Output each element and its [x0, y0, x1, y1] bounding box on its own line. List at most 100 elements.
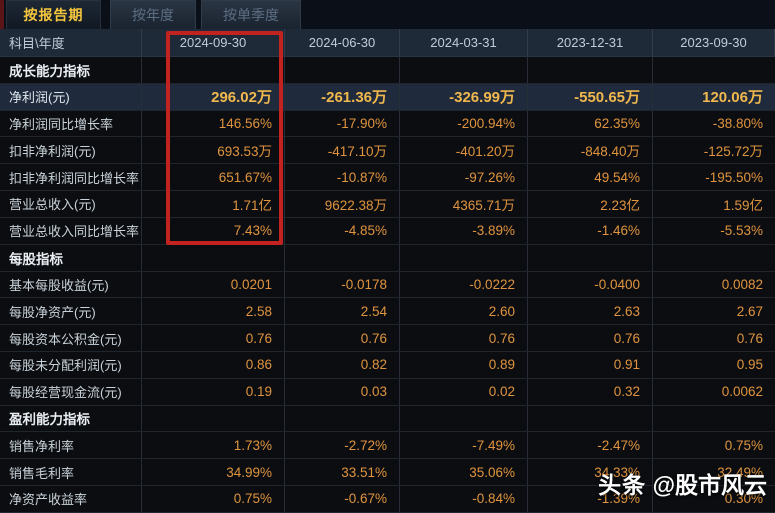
table-cell: 0.76	[736, 330, 763, 346]
section-row-per-share: 每股指标	[0, 244, 775, 272]
table-cell: 34.33%	[528, 459, 653, 485]
table-cell: 296.02万	[142, 83, 285, 110]
table-row-operating-cashflow-per-share: 每股经营现金流(元) 0.19 0.03 0.02 0.32 0.0062	[0, 378, 775, 406]
section-row-growth: 成长能力指标	[0, 57, 775, 84]
table-cell: 0.75%	[142, 486, 285, 512]
table-cell: 0.30%	[724, 491, 763, 507]
table-row-basic-eps: 基本每股收益(元) 0.0201 -0.0178 -0.0222 -0.0400…	[0, 271, 775, 299]
table-row-gross-margin: 销售毛利率 34.99% 33.51% 35.06% 34.33% 32.49%	[0, 459, 775, 486]
table-cell: 2.23亿	[528, 191, 653, 217]
left-edge-accent	[0, 0, 4, 29]
table-cell: 2.54	[285, 298, 400, 325]
table-cell: 0.19	[142, 378, 285, 405]
row-label: 每股经营现金流(元)	[0, 378, 142, 405]
column-header-2024-06-30: 2024-06-30	[285, 29, 400, 56]
row-label: 营业总收入(元)	[0, 191, 142, 217]
table-cell: 2.58	[142, 298, 285, 325]
table-cell: 1.59亿	[723, 197, 763, 213]
row-label: 每股资本公积金(元)	[0, 325, 142, 351]
section-label: 盈利能力指标	[0, 405, 142, 432]
section-row-profitability: 盈利能力指标	[0, 405, 775, 433]
table-cell: 2.63	[528, 298, 653, 325]
table-cell: -0.0178	[285, 271, 400, 298]
period-tabbar: 按报告期 按年度 按单季度	[0, 0, 775, 29]
table-cell: -5.53%	[720, 223, 763, 239]
table-cell: 9622.38万	[285, 191, 400, 217]
table-cell: 1.71亿	[142, 191, 285, 217]
row-label: 每股未分配利润(元)	[0, 351, 142, 378]
table-cell: -0.0400	[528, 271, 653, 298]
table-row-net-profit: 净利润(元) 296.02万 -261.36万 -326.99万 -550.65…	[0, 83, 775, 111]
table-cell: 0.76	[400, 325, 528, 351]
table-cell: -4.85%	[285, 217, 400, 244]
table-cell: 120.06万	[702, 89, 763, 107]
table-cell: -848.40万	[528, 137, 653, 164]
table-cell: -3.89%	[400, 217, 528, 244]
table-cell: -97.26%	[400, 164, 528, 191]
table-cell: -0.84%	[400, 486, 528, 512]
row-label: 销售毛利率	[0, 459, 142, 485]
table-cell: -7.49%	[400, 432, 528, 459]
row-label: 净利润(元)	[0, 83, 142, 110]
table-row-deducted-net-profit-yoy: 扣非净利润同比增长率 651.67% -10.87% -97.26% 49.54…	[0, 164, 775, 192]
table-cell: 0.03	[285, 378, 400, 405]
table-cell: 34.99%	[142, 459, 285, 485]
table-cell: 0.0062	[721, 384, 763, 400]
column-header-2023-09-30: 2023-09-30	[653, 29, 775, 56]
row-label: 净利润同比增长率	[0, 110, 142, 137]
row-label: 销售净利率	[0, 432, 142, 459]
table-row-net-profit-yoy: 净利润同比增长率 146.56% -17.90% -200.94% 62.35%…	[0, 110, 775, 138]
table-cell: 0.89	[400, 351, 528, 378]
table-cell: 0.75%	[724, 437, 763, 453]
row-label: 扣非净利润(元)	[0, 137, 142, 164]
table-cell: -0.0222	[400, 271, 528, 298]
table-cell: 4365.71万	[400, 191, 528, 217]
table-cell: -417.10万	[285, 137, 400, 164]
table-cell: 0.0082	[721, 276, 763, 292]
table-cell: 693.53万	[142, 137, 285, 164]
tab-by-year[interactable]: 按年度	[110, 0, 196, 29]
table-cell: 0.02	[400, 378, 528, 405]
table-cell: 0.76	[142, 325, 285, 351]
table-cell: 1.73%	[142, 432, 285, 459]
table-cell: 49.54%	[528, 164, 653, 191]
table-cell: 0.32	[528, 378, 653, 405]
table-cell: 0.76	[528, 325, 653, 351]
section-label: 成长能力指标	[0, 57, 142, 83]
table-cell: -261.36万	[285, 83, 400, 110]
table-cell: 146.56%	[142, 110, 285, 137]
table-row-undistributed-profit-per-share: 每股未分配利润(元) 0.86 0.82 0.89 0.91 0.95	[0, 351, 775, 379]
table-cell: -195.50%	[705, 169, 763, 185]
row-label: 每股净资产(元)	[0, 298, 142, 325]
table-cell: -2.72%	[285, 432, 400, 459]
table-cell: 0.76	[285, 325, 400, 351]
row-label: 营业总收入同比增长率	[0, 217, 142, 244]
table-row-roe: 净资产收益率 0.75% -0.67% -0.84% -1.39% 0.30%	[0, 486, 775, 513]
tab-by-report-period[interactable]: 按报告期	[6, 0, 101, 29]
table-cell: 62.35%	[528, 110, 653, 137]
table-row-nav-per-share: 每股净资产(元) 2.58 2.54 2.60 2.63 2.67	[0, 298, 775, 326]
table-cell: -0.67%	[285, 486, 400, 512]
table-cell: 33.51%	[285, 459, 400, 485]
table-cell: 2.60	[400, 298, 528, 325]
table-cell: -10.87%	[285, 164, 400, 191]
corner-label: 科目\年度	[0, 29, 142, 56]
tab-by-single-quarter[interactable]: 按单季度	[201, 0, 301, 29]
row-label: 扣非净利润同比增长率	[0, 164, 142, 191]
table-cell: -125.72万	[703, 144, 763, 160]
table-cell: -2.47%	[528, 432, 653, 459]
row-label: 基本每股收益(元)	[0, 271, 142, 298]
table-cell: 651.67%	[142, 164, 285, 191]
table-cell: -401.20万	[400, 137, 528, 164]
section-label: 每股指标	[0, 244, 142, 271]
table-row-capital-reserve-per-share: 每股资本公积金(元) 0.76 0.76 0.76 0.76 0.76	[0, 325, 775, 352]
table-row-total-revenue: 营业总收入(元) 1.71亿 9622.38万 4365.71万 2.23亿 1…	[0, 191, 775, 218]
table-cell: -326.99万	[400, 83, 528, 110]
table-row-net-profit-margin: 销售净利率 1.73% -2.72% -7.49% -2.47% 0.75%	[0, 432, 775, 460]
table-cell: 0.95	[736, 357, 763, 373]
table-cell: 32.49%	[717, 464, 763, 480]
column-header-2024-09-30: 2024-09-30	[142, 29, 285, 56]
column-header-2023-12-31: 2023-12-31	[528, 29, 653, 56]
table-header-row: 科目\年度 2024-09-30 2024-06-30 2024-03-31 2…	[0, 29, 775, 57]
